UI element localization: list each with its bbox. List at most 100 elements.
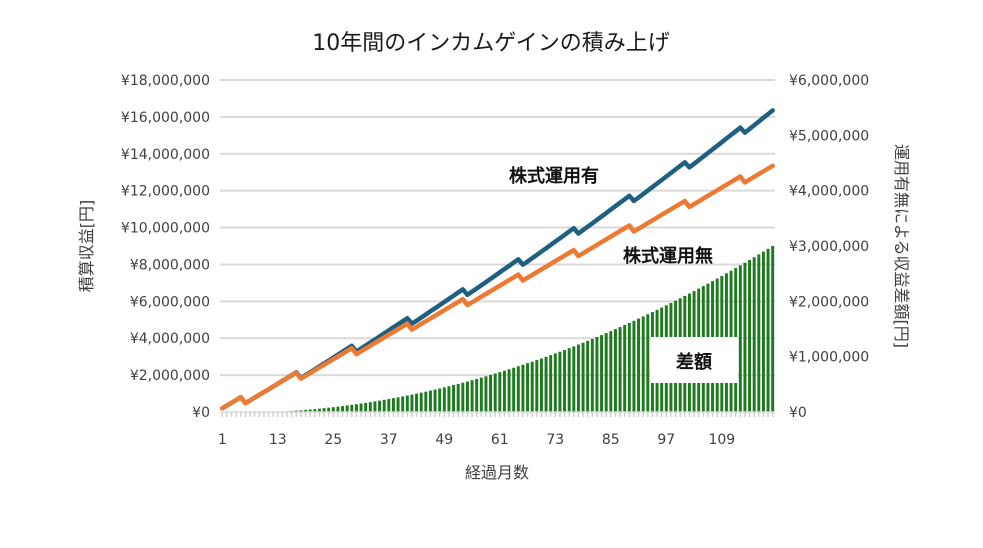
difference-bar <box>632 321 635 412</box>
y-tick-label: ¥8,000,000 <box>130 257 210 273</box>
difference-bar <box>568 348 571 412</box>
y-tick-label: ¥12,000,000 <box>121 184 210 200</box>
difference-bar <box>466 381 469 412</box>
x-tick-label: 49 <box>435 432 453 448</box>
difference-bar <box>623 325 626 412</box>
x-tick-label: 37 <box>380 432 398 448</box>
y-axis-right: ¥0¥1,000,000¥2,000,000¥3,000,000¥4,000,0… <box>789 73 869 421</box>
difference-bar <box>447 386 450 412</box>
y2-tick-label: ¥0 <box>789 405 807 421</box>
difference-bar <box>452 385 455 412</box>
y-tick-label: ¥14,000,000 <box>121 147 210 163</box>
difference-bar <box>341 406 344 412</box>
difference-bar <box>336 407 339 412</box>
difference-bar <box>517 366 520 412</box>
difference-bar <box>642 316 645 412</box>
y2-tick-label: ¥1,000,000 <box>789 350 869 366</box>
difference-bar <box>748 260 751 412</box>
y2-tick-label: ¥4,000,000 <box>789 184 869 200</box>
difference-bar <box>424 392 427 412</box>
difference-bar <box>554 353 557 412</box>
difference-bar <box>535 360 538 412</box>
difference-bar <box>591 339 594 412</box>
y-tick-label: ¥10,000,000 <box>121 221 210 237</box>
difference-bar <box>771 246 774 412</box>
difference-bar <box>526 363 529 412</box>
y-axis-left: ¥0¥2,000,000¥4,000,000¥6,000,000¥8,000,0… <box>121 73 210 421</box>
difference-bar <box>614 329 617 412</box>
y2-tick-label: ¥5,000,000 <box>789 128 869 144</box>
difference-bar <box>767 249 770 412</box>
difference-bar <box>406 396 409 412</box>
difference-bar <box>461 383 464 412</box>
x-tick-label: 13 <box>269 432 287 448</box>
difference-bar <box>434 390 437 412</box>
difference-bar <box>628 323 631 412</box>
difference-bar <box>392 398 395 412</box>
chart-title: 10年間のインカムゲインの積み上げ <box>312 31 670 56</box>
difference-bar <box>475 379 478 412</box>
difference-bar <box>521 365 524 412</box>
y2-axis-label: 運用有無による収益差額[円] <box>892 144 911 348</box>
x-axis: 1 13 25 37 49 61 73 85 97 109 <box>218 412 775 448</box>
difference-bar <box>503 371 506 412</box>
difference-bar <box>540 358 543 412</box>
difference-bar <box>471 380 474 412</box>
difference-bar <box>410 395 413 412</box>
difference-bar <box>508 369 511 412</box>
difference-bar <box>429 391 432 412</box>
difference-bar <box>378 401 381 412</box>
difference-bar <box>757 254 760 412</box>
label-without-investment: 株式運用無 <box>623 245 713 267</box>
difference-bar <box>549 355 552 412</box>
difference-bar <box>558 352 561 412</box>
x-tick-label: 97 <box>657 432 675 448</box>
difference-bar <box>369 402 372 412</box>
difference-bar <box>457 384 460 412</box>
difference-bar <box>480 378 483 412</box>
difference-bar <box>753 257 756 412</box>
y-axis-label: 積算収益[円] <box>77 200 96 293</box>
y-tick-label: ¥18,000,000 <box>121 73 210 89</box>
difference-bar <box>420 393 423 412</box>
difference-bar <box>360 404 363 412</box>
difference-bar <box>600 335 603 412</box>
difference-bar <box>443 387 446 412</box>
x-tick-label: 73 <box>546 432 564 448</box>
x-tick-label: 25 <box>324 432 342 448</box>
x-tick-label: 61 <box>491 432 509 448</box>
difference-bar <box>637 319 640 412</box>
difference-bar <box>364 403 367 412</box>
difference-bar <box>595 337 598 412</box>
difference-bar <box>415 394 418 412</box>
difference-bar <box>572 346 575 412</box>
x-tick-label: 85 <box>602 432 620 448</box>
difference-bar <box>397 397 400 412</box>
x-axis-label: 経過月数 <box>465 463 529 482</box>
difference-bars <box>276 246 774 412</box>
x-tick-label: 1 <box>218 432 227 448</box>
difference-bar <box>484 376 487 412</box>
difference-bar <box>373 401 376 412</box>
difference-bar <box>346 405 349 412</box>
difference-bar <box>586 341 589 412</box>
difference-bar <box>619 327 622 412</box>
difference-bar <box>512 368 515 412</box>
difference-bar <box>350 405 353 412</box>
difference-bar <box>762 252 765 412</box>
x-tick-label: 109 <box>708 432 735 448</box>
label-difference: 差額 <box>676 351 712 373</box>
y2-tick-label: ¥6,000,000 <box>789 73 869 89</box>
difference-bar <box>498 372 501 412</box>
y-tick-label: ¥0 <box>192 405 210 421</box>
y-tick-label: ¥16,000,000 <box>121 110 210 126</box>
difference-bar <box>438 388 441 412</box>
difference-bar <box>355 404 358 412</box>
difference-bar <box>743 263 746 412</box>
difference-bar <box>609 331 612 412</box>
difference-bar <box>494 374 497 412</box>
y2-tick-label: ¥2,000,000 <box>789 294 869 310</box>
difference-bar <box>383 400 386 412</box>
difference-bar <box>401 396 404 412</box>
